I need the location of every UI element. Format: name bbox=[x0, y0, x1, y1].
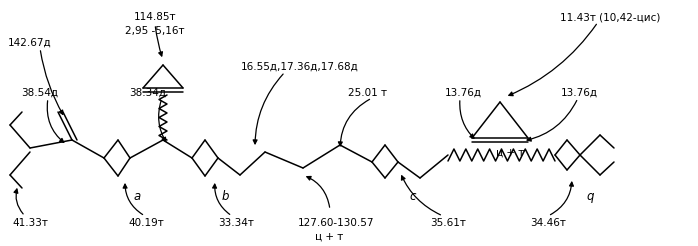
Text: 38.34д: 38.34д bbox=[130, 88, 167, 98]
Text: 2,95 -5,16т: 2,95 -5,16т bbox=[125, 26, 185, 36]
Text: ц + т: ц + т bbox=[315, 232, 343, 242]
Text: 25.01 т: 25.01 т bbox=[348, 88, 387, 98]
Text: ц + т: ц + т bbox=[496, 148, 524, 158]
Text: 127.60-130.57: 127.60-130.57 bbox=[298, 218, 375, 228]
Text: 38.54д: 38.54д bbox=[22, 88, 59, 98]
Text: a: a bbox=[133, 190, 140, 203]
Text: 16.55д,17.36д,17.68д: 16.55д,17.36д,17.68д bbox=[241, 62, 359, 72]
Text: 13.76д: 13.76д bbox=[561, 88, 598, 98]
Text: 11.43т (10,42-цис): 11.43т (10,42-цис) bbox=[560, 12, 660, 22]
Text: 41.33т: 41.33т bbox=[12, 218, 48, 228]
Text: 35.61т: 35.61т bbox=[430, 218, 466, 228]
Text: 13.76д: 13.76д bbox=[445, 88, 482, 98]
Text: 142.67д: 142.67д bbox=[8, 38, 52, 48]
Text: c: c bbox=[410, 190, 416, 203]
Text: 114.85т: 114.85т bbox=[134, 12, 177, 22]
Text: 40.19т: 40.19т bbox=[128, 218, 164, 228]
Text: 34.46т: 34.46т bbox=[530, 218, 566, 228]
Text: b: b bbox=[221, 190, 229, 203]
Text: q: q bbox=[586, 190, 594, 203]
Text: 33.34т: 33.34т bbox=[218, 218, 254, 228]
